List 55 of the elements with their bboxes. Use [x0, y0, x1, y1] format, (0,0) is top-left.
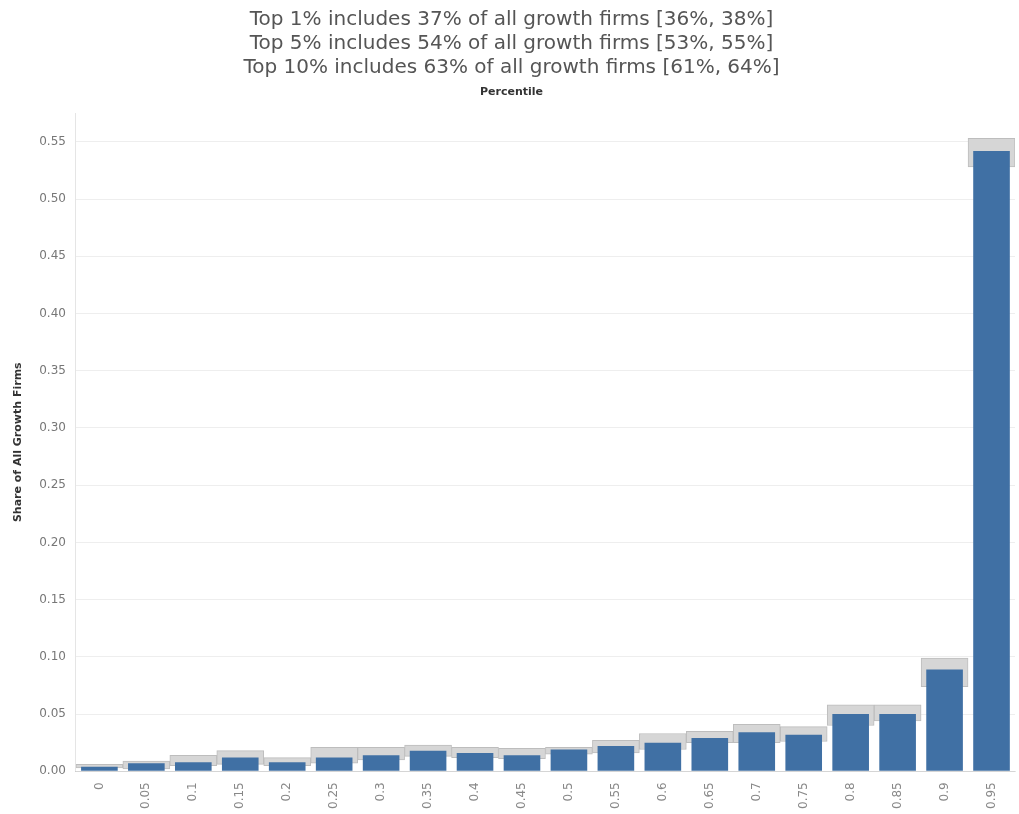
bar	[785, 734, 823, 771]
x-tick-label: 0	[91, 782, 106, 790]
y-tick-label: 0.25	[39, 477, 66, 492]
y-tick-label: 0.30	[39, 420, 66, 435]
bar	[973, 150, 1010, 771]
x-tick-label: 0.85	[889, 782, 904, 809]
bar	[315, 757, 353, 771]
x-tick-label: 0.7	[748, 782, 763, 802]
x-tick-label: 0.3	[373, 782, 388, 802]
x-tick-label: 0.95	[983, 782, 998, 809]
x-tick-label: 0.2	[279, 782, 294, 802]
x-tick-label: 0.15	[232, 782, 247, 809]
y-tick-label: 0.00	[39, 763, 66, 778]
bar	[926, 669, 963, 771]
x-axis-title: Percentile	[479, 85, 544, 99]
x-tick-label: 0.6	[654, 782, 669, 802]
x-tick-label: 0.9	[936, 782, 951, 802]
bar	[550, 749, 588, 771]
bar	[409, 750, 447, 771]
y-tick-label: 0.40	[39, 305, 66, 320]
y-tick-label: 0.55	[39, 133, 66, 148]
x-tick-label: 0.45	[514, 782, 529, 809]
bar	[128, 763, 165, 771]
y-tick-label: 0.15	[39, 591, 66, 606]
bar	[81, 766, 118, 771]
bar	[738, 732, 776, 771]
x-tick-label: 0.1	[185, 782, 200, 802]
bar	[503, 755, 541, 771]
y-axis-title: Share of All Growth Firms	[11, 361, 25, 523]
bar	[174, 762, 212, 771]
bar	[597, 746, 635, 771]
x-tick-label: 0.25	[326, 782, 341, 809]
bar	[268, 762, 306, 771]
x-tick-label: 0.4	[467, 782, 482, 802]
bar	[832, 714, 869, 771]
x-tick-label: 0.05	[138, 782, 153, 809]
x-tick-label: 0.35	[420, 782, 435, 809]
y-tick-label: 0.20	[39, 534, 66, 549]
x-tick-label: 0.55	[608, 782, 623, 809]
bar	[879, 714, 916, 771]
y-tick-label: 0.50	[39, 191, 66, 206]
y-tick-label: 0.45	[39, 248, 66, 263]
y-tick-label: 0.10	[39, 648, 66, 663]
chart-title: Top 1% includes 37% of all growth firms [36%, 38%] Top 5% includes 54% of all growth firms [53%, 55%] Top 10% includes 63% of all growth firms [61%, 64%]	[242, 6, 780, 79]
bar	[456, 752, 494, 771]
bar	[362, 755, 400, 771]
bar	[691, 738, 729, 771]
x-tick-label: 0.75	[795, 782, 810, 809]
y-tick-label: 0.05	[39, 706, 66, 721]
x-tick-label: 0.8	[842, 782, 857, 802]
x-tick-label: 0.65	[701, 782, 716, 809]
bar	[221, 757, 259, 771]
bar	[644, 742, 682, 771]
y-tick-label: 0.35	[39, 362, 66, 377]
x-tick-label: 0.5	[561, 782, 576, 802]
